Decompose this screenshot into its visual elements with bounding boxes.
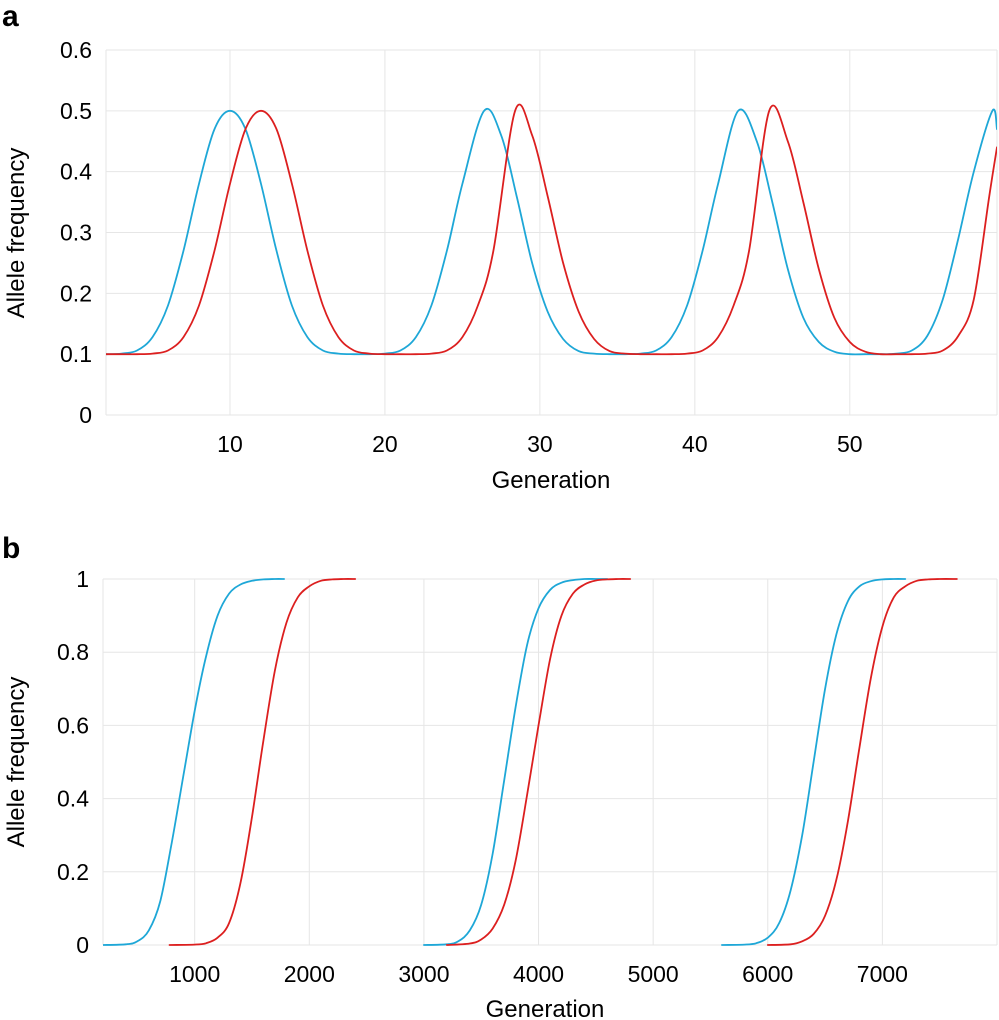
panel-a-x-tick-label: 20: [372, 431, 398, 457]
panel-a-y-tick-label: 0.4: [60, 159, 92, 185]
panel-b-series: [103, 578, 958, 946]
panel-b-chart: b 0 0.2 0.4 0.6 0.8 1 1000 2000 3000 4000 5000 6000…: [2, 532, 998, 1020]
panel-a-x-axis-label: Generation: [492, 467, 611, 494]
panel-a-y-axis-label: Allele frequency: [3, 148, 30, 319]
panel-b-y-tick-label: 0.6: [57, 712, 89, 738]
panel-b-red-series-line: [445, 578, 632, 946]
panel-a-y-tick-label: 0.1: [60, 341, 92, 367]
panel-a-x-tick-label: 30: [527, 431, 553, 457]
panel-a-blue-series-line: [106, 108, 997, 356]
panel-b-y-axis-label: Allele frequency: [3, 677, 30, 848]
panel-a-series: [106, 103, 997, 356]
panel-b-x-tick-label: 6000: [742, 961, 793, 987]
panel-b-red-series-line: [168, 578, 357, 946]
panel-b-ticks: 0 0.2 0.4 0.6 0.8 1 1000 2000 3000 4000 5000 6000 70…: [57, 566, 908, 987]
panel-b-blue-series-line: [103, 578, 285, 946]
panel-a-grid: [105, 49, 998, 416]
panel-a-ticks: 0 0.1 0.2 0.3 0.4 0.5 0.6 10 20 30 40 50: [60, 37, 863, 457]
panel-a-letter: a: [2, 0, 19, 33]
panel-b-grid: [102, 578, 998, 946]
panel-b-y-tick-label: 1: [76, 566, 89, 592]
panel-a-x-tick-label: 10: [217, 431, 243, 457]
panel-a-red-series-line: [106, 103, 997, 356]
panel-a-x-tick-label: 40: [682, 431, 708, 457]
panel-a-chart: a 0 0.1 0.2 0.3 0.4 0.5 0.6 10 20 30 40 50 Generati…: [2, 0, 998, 494]
panel-a-x-tick-label: 50: [837, 431, 863, 457]
panel-a-y-tick-label: 0: [79, 402, 92, 428]
panel-b-blue-series-line: [721, 578, 907, 946]
panel-a-y-tick-label: 0.5: [60, 98, 92, 124]
panel-b-y-tick-label: 0.2: [57, 859, 89, 885]
panel-a-y-tick-label: 0.3: [60, 220, 92, 246]
panel-b-x-axis-label: Generation: [486, 996, 605, 1020]
panel-a-y-tick-label: 0.6: [60, 37, 92, 63]
panel-b-blue-series-line: [423, 578, 609, 946]
panel-b-red-series-line: [766, 578, 958, 946]
panel-b-x-tick-label: 1000: [169, 961, 220, 987]
panel-a-y-tick-label: 0.2: [60, 280, 92, 306]
panel-b-y-tick-label: 0.8: [57, 639, 89, 665]
panel-b-x-tick-label: 4000: [513, 961, 564, 987]
panel-b-x-tick-label: 3000: [398, 961, 449, 987]
panel-b-letter: b: [2, 532, 20, 565]
panel-b-x-tick-label: 7000: [857, 961, 908, 987]
panel-b-y-tick-label: 0: [76, 932, 89, 958]
panel-b-x-tick-label: 2000: [284, 961, 335, 987]
panel-b-y-tick-label: 0.4: [57, 786, 89, 812]
panel-b-x-tick-label: 5000: [628, 961, 679, 987]
